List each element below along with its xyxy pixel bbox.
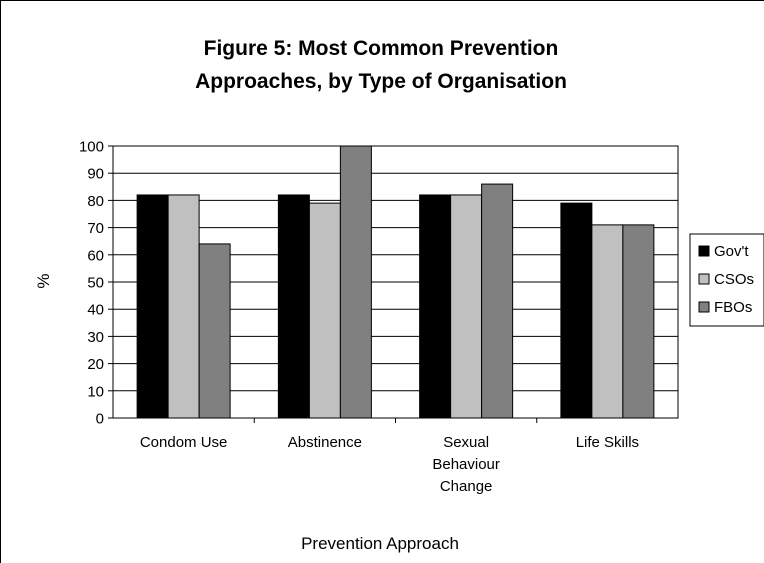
bar-fbos-1 [339, 145, 372, 419]
legend-swatch-csos [698, 273, 710, 285]
legend-label: Gov't [714, 243, 749, 260]
x-tick-label: Sexual [443, 434, 489, 451]
y-tick-label: 70 [87, 220, 104, 237]
bar-govt-0 [136, 194, 169, 419]
legend-swatch-govt [698, 245, 710, 257]
y-tick-label: 60 [87, 247, 104, 264]
legend-label: FBOs [714, 299, 752, 316]
y-tick-label: 50 [87, 275, 104, 292]
bar-csos-3 [591, 224, 624, 419]
bar-govt-2 [419, 194, 452, 419]
bar-govt-1 [277, 194, 310, 419]
x-tick-label: Life Skills [576, 434, 639, 451]
legend: Gov't CSOs FBOs [689, 233, 764, 327]
y-tick-label: 40 [87, 302, 104, 319]
x-axis-label: Prevention Approach [301, 534, 459, 553]
y-tick-label: 100 [79, 139, 104, 156]
bar-csos-0 [167, 194, 200, 419]
chart-title-line-1: Figure 5: Most Common Prevention [204, 37, 559, 60]
plot-area: 0 10 20 30 40 50 60 70 80 90 100 Condom Use Abstinen… [79, 139, 679, 495]
x-tick-label: Behaviour [432, 456, 500, 473]
y-tick-label: 30 [87, 329, 104, 346]
x-tick-label: Abstinence [288, 434, 362, 451]
y-tick-label: 10 [87, 383, 104, 400]
bar-csos-1 [308, 202, 341, 419]
y-tick-label: 0 [96, 411, 104, 428]
bar-govt-3 [560, 202, 593, 419]
bar-fbos-3 [622, 224, 655, 419]
chart-title-line-2: Approaches, by Type of Organisation [195, 70, 567, 93]
bar-fbos-0 [198, 243, 231, 419]
y-axis-label: % [34, 273, 53, 288]
legend-label: CSOs [714, 271, 754, 288]
y-tick-label: 80 [87, 193, 104, 210]
x-tick-label: Condom Use [140, 434, 228, 451]
legend-swatch-fbos [698, 301, 710, 313]
bar-csos-2 [450, 194, 483, 419]
x-tick-label: Change [440, 478, 493, 495]
y-tick-label: 90 [87, 166, 104, 183]
bar-fbos-2 [481, 183, 514, 419]
y-tick-label: 20 [87, 356, 104, 373]
